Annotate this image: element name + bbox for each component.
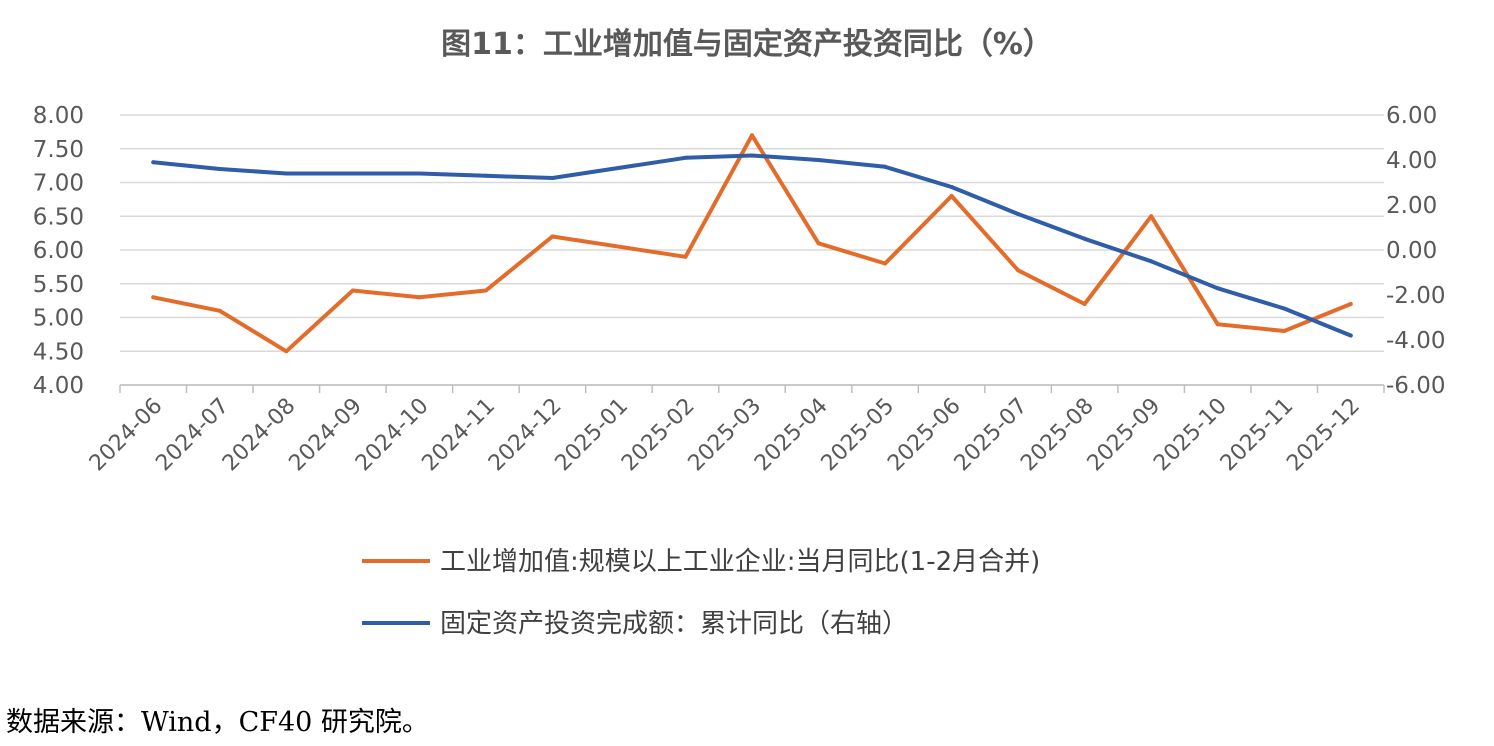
x-tick-label: 2025-10 — [1149, 394, 1232, 477]
point-fixed-asset-investment — [1282, 306, 1287, 311]
x-tick-label: 2024-11 — [417, 394, 500, 477]
point-industrial-output — [217, 308, 222, 313]
x-tick-label: 2024-09 — [284, 394, 367, 477]
point-fixed-asset-investment — [1082, 236, 1087, 241]
x-tick-label: 2025-11 — [1216, 394, 1299, 477]
series-group — [151, 133, 1353, 354]
x-tick-label: 2024-08 — [218, 394, 301, 477]
point-fixed-asset-investment — [750, 153, 754, 158]
left-tick-label: 7.00 — [33, 171, 84, 197]
right-tick-label: 4.00 — [1386, 148, 1437, 174]
point-fixed-asset-investment — [483, 173, 488, 178]
x-tick-label: 2025-08 — [1016, 394, 1099, 477]
x-tick-label: 2025-07 — [950, 394, 1033, 477]
left-tick-label: 6.50 — [33, 204, 84, 230]
point-fixed-asset-investment — [683, 155, 688, 160]
left-tick-label: 4.50 — [33, 339, 84, 365]
point-industrial-output — [151, 295, 156, 300]
left-tick-label: 4.00 — [33, 373, 84, 399]
point-fixed-asset-investment — [1348, 333, 1353, 338]
point-industrial-output — [417, 295, 422, 300]
point-industrial-output — [1016, 268, 1021, 273]
series-line-industrial-output — [151, 133, 1353, 354]
left-tick-label: 5.50 — [33, 272, 84, 298]
point-fixed-asset-investment — [1016, 212, 1021, 216]
right-axis: 6.00 4.00 2.00 0.00 -2.00 -4.00 -6.00 — [1386, 103, 1446, 399]
point-fixed-asset-investment — [816, 158, 821, 162]
x-tick-label: 2025-12 — [1282, 394, 1365, 477]
point-industrial-output — [1215, 322, 1220, 327]
point-fixed-asset-investment — [883, 164, 888, 169]
point-industrial-output — [750, 133, 754, 138]
left-tick-label: 8.00 — [33, 103, 84, 129]
legend-label-industrial-output: 工业增加值:规模以上工业企业:当月同比(1-2月合并) — [440, 547, 1040, 577]
point-industrial-output — [883, 261, 888, 266]
right-tick-label: -6.00 — [1386, 373, 1446, 399]
point-fixed-asset-investment — [1149, 259, 1154, 264]
x-tick-label: 2025-09 — [1083, 394, 1166, 477]
x-tick-label: 2024-10 — [351, 394, 434, 477]
x-tick-label: 2025-05 — [817, 394, 900, 477]
right-tick-label: 2.00 — [1386, 193, 1437, 219]
left-tick-label: 7.50 — [33, 137, 84, 163]
point-industrial-output — [816, 241, 821, 246]
series-line-fixed-asset-investment — [151, 153, 1353, 338]
x-tick-label: 2025-06 — [883, 394, 966, 477]
point-fixed-asset-investment — [350, 171, 355, 176]
x-tick-label: 2025-01 — [551, 394, 634, 477]
left-tick-label: 6.00 — [33, 238, 84, 264]
point-industrial-output — [350, 288, 355, 293]
right-tick-label: 0.00 — [1386, 238, 1437, 264]
point-industrial-output — [949, 194, 954, 198]
x-tick-label: 2024-07 — [151, 394, 234, 477]
point-fixed-asset-investment — [1215, 286, 1220, 291]
x-tick-label: 2024-12 — [484, 394, 567, 477]
x-tick-label: 2025-03 — [684, 394, 767, 477]
legend-label-fixed-asset-investment: 固定资产投资完成额：累计同比（右轴） — [440, 609, 908, 639]
point-fixed-asset-investment — [550, 176, 555, 180]
point-fixed-asset-investment — [151, 160, 156, 165]
point-industrial-output — [1149, 214, 1154, 219]
point-industrial-output — [683, 254, 688, 259]
right-tick-label: -2.00 — [1386, 283, 1446, 309]
chart-title: 图11：工业增加值与固定资产投资同比（%） — [441, 27, 1053, 62]
left-axis: 8.00 7.50 7.00 6.50 6.00 5.50 5.00 4.50 4.00 — [33, 103, 84, 399]
source-note: 数据来源：Wind，CF40 研究院。 — [6, 707, 429, 738]
x-tick-label: 2024-06 — [85, 394, 168, 477]
point-industrial-output — [284, 349, 289, 354]
right-tick-label: 6.00 — [1386, 103, 1437, 129]
point-fixed-asset-investment — [284, 171, 289, 176]
point-industrial-output — [550, 234, 555, 239]
point-fixed-asset-investment — [217, 167, 222, 171]
point-fixed-asset-investment — [949, 185, 954, 189]
left-tick-label: 5.00 — [33, 306, 84, 332]
point-industrial-output — [1348, 302, 1353, 306]
point-industrial-output — [1282, 329, 1287, 333]
x-tick-label: 2025-04 — [750, 394, 833, 477]
point-fixed-asset-investment — [417, 171, 422, 176]
right-tick-label: -4.00 — [1386, 328, 1446, 354]
x-tick-label: 2025-02 — [617, 394, 700, 477]
point-industrial-output — [1082, 302, 1087, 306]
x-axis: 2024-062024-072024-082024-092024-102024-… — [85, 384, 1385, 477]
legend: 工业增加值:规模以上工业企业:当月同比(1-2月合并) 固定资产投资完成额：累计… — [362, 547, 1040, 639]
point-industrial-output — [483, 288, 488, 293]
